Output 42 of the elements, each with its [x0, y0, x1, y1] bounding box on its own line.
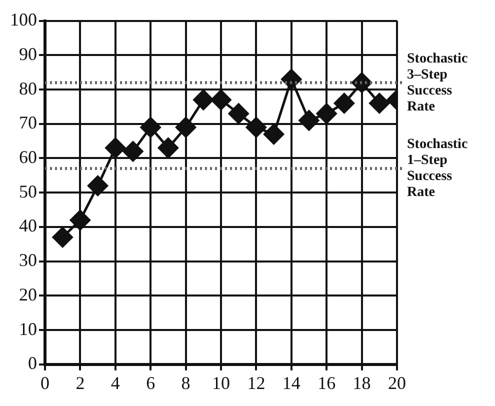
x-tick-label: 6 [146, 372, 156, 393]
point [228, 103, 249, 124]
point [264, 124, 284, 144]
point [70, 210, 90, 230]
x-tick-label: 20 [388, 372, 406, 393]
x-tick-label: 16 [318, 372, 336, 393]
point [105, 138, 126, 158]
x-tick-label: 8 [181, 372, 190, 393]
y-tick-label: 50 [19, 181, 37, 202]
y-tick-label: 70 [19, 112, 37, 133]
point [122, 141, 144, 162]
point [176, 117, 196, 138]
y-tick-label: 100 [10, 10, 37, 30]
x-tick-label: 4 [110, 372, 120, 393]
point [52, 227, 73, 248]
point [210, 90, 232, 110]
y-tick-label: 30 [19, 250, 37, 270]
point [88, 175, 108, 196]
y-tick-label: 40 [19, 216, 37, 236]
x-tick-label: 18 [352, 372, 371, 393]
x-tick-label: 12 [247, 372, 266, 393]
y-tick-label: 20 [19, 284, 37, 304]
x-tick-label: 10 [212, 372, 230, 393]
point [369, 93, 390, 114]
ref-line-label: Stochastic 3–Step Success Rate [407, 51, 468, 114]
y-tick-label: 80 [19, 78, 37, 98]
point [158, 138, 178, 158]
y-tick-label: 90 [19, 44, 37, 64]
y-tick-label: 10 [19, 318, 37, 339]
y-tick-label: 0 [28, 353, 37, 374]
point [193, 90, 214, 110]
y-tick-label: 60 [19, 146, 37, 167]
point [316, 103, 337, 124]
x-tick-label: 0 [40, 372, 50, 393]
point [281, 68, 302, 90]
point [298, 110, 320, 131]
x-tick-label: 14 [282, 372, 300, 393]
point [334, 93, 354, 114]
x-tick-label: 2 [76, 372, 85, 393]
point [140, 117, 161, 138]
ref-line-label: Stochastic 1–Step Success Rate [407, 137, 468, 200]
point [246, 117, 266, 138]
